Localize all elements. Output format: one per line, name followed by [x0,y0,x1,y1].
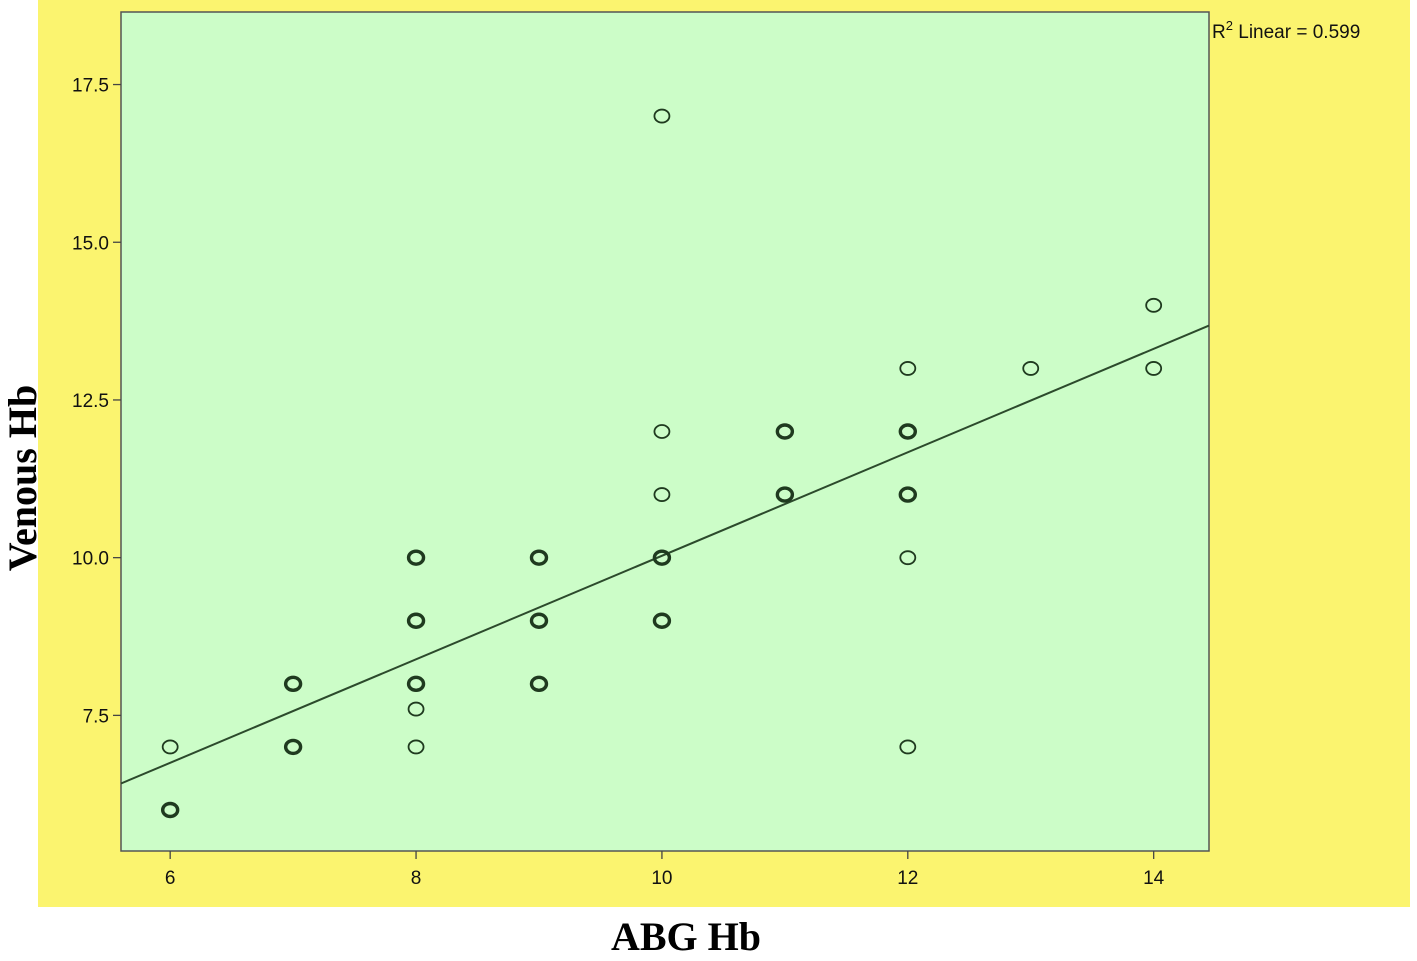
data-point [775,486,795,503]
y-tick-label: 17.5 [72,76,109,97]
x-tick-label: 14 [1143,868,1165,889]
y-tick-label: 10.0 [72,549,109,570]
data-point [529,675,549,693]
data-point [407,739,425,755]
data-point [898,423,918,440]
x-tick-label: 6 [165,868,176,889]
r-squared-annotation: R2 Linear = 0.599 [1212,18,1360,43]
data-points [160,108,1163,819]
data-point [899,361,917,376]
data-point [1145,297,1163,313]
data-point [283,738,303,756]
data-point [283,675,303,693]
data-point [529,549,549,566]
data-point [529,612,549,629]
y-tick-label: 7.5 [83,706,109,727]
data-point [406,675,426,693]
data-point [898,486,918,503]
data-point [899,550,917,566]
data-point [652,612,672,629]
data-point [653,424,671,439]
data-point [653,108,671,124]
x-tick-label: 10 [651,868,672,889]
x-axis-ticks: 6 8 10 12 14 [165,851,1165,889]
data-point [407,701,425,717]
data-point [406,549,426,566]
y-tick-label: 15.0 [72,233,109,254]
data-point [899,739,917,755]
x-tick-label: 12 [897,868,918,889]
y-axis-ticks: 7.5 10.0 12.5 15.0 17.5 [72,76,121,727]
data-point [1145,361,1163,376]
x-axis-title: ABG Hb [611,914,761,959]
data-point [653,487,671,502]
data-point [161,739,179,755]
data-point [406,612,426,629]
plot-area [120,11,1210,852]
fit-line [120,324,1210,785]
data-point [1022,361,1040,376]
y-axis-title: Venous Hb [0,385,45,571]
data-point [652,549,672,566]
fit-line-group [120,324,1210,785]
data-point [775,423,795,440]
x-tick-label: 8 [411,868,422,889]
y-tick-label: 12.5 [72,391,109,412]
data-point [160,801,180,819]
